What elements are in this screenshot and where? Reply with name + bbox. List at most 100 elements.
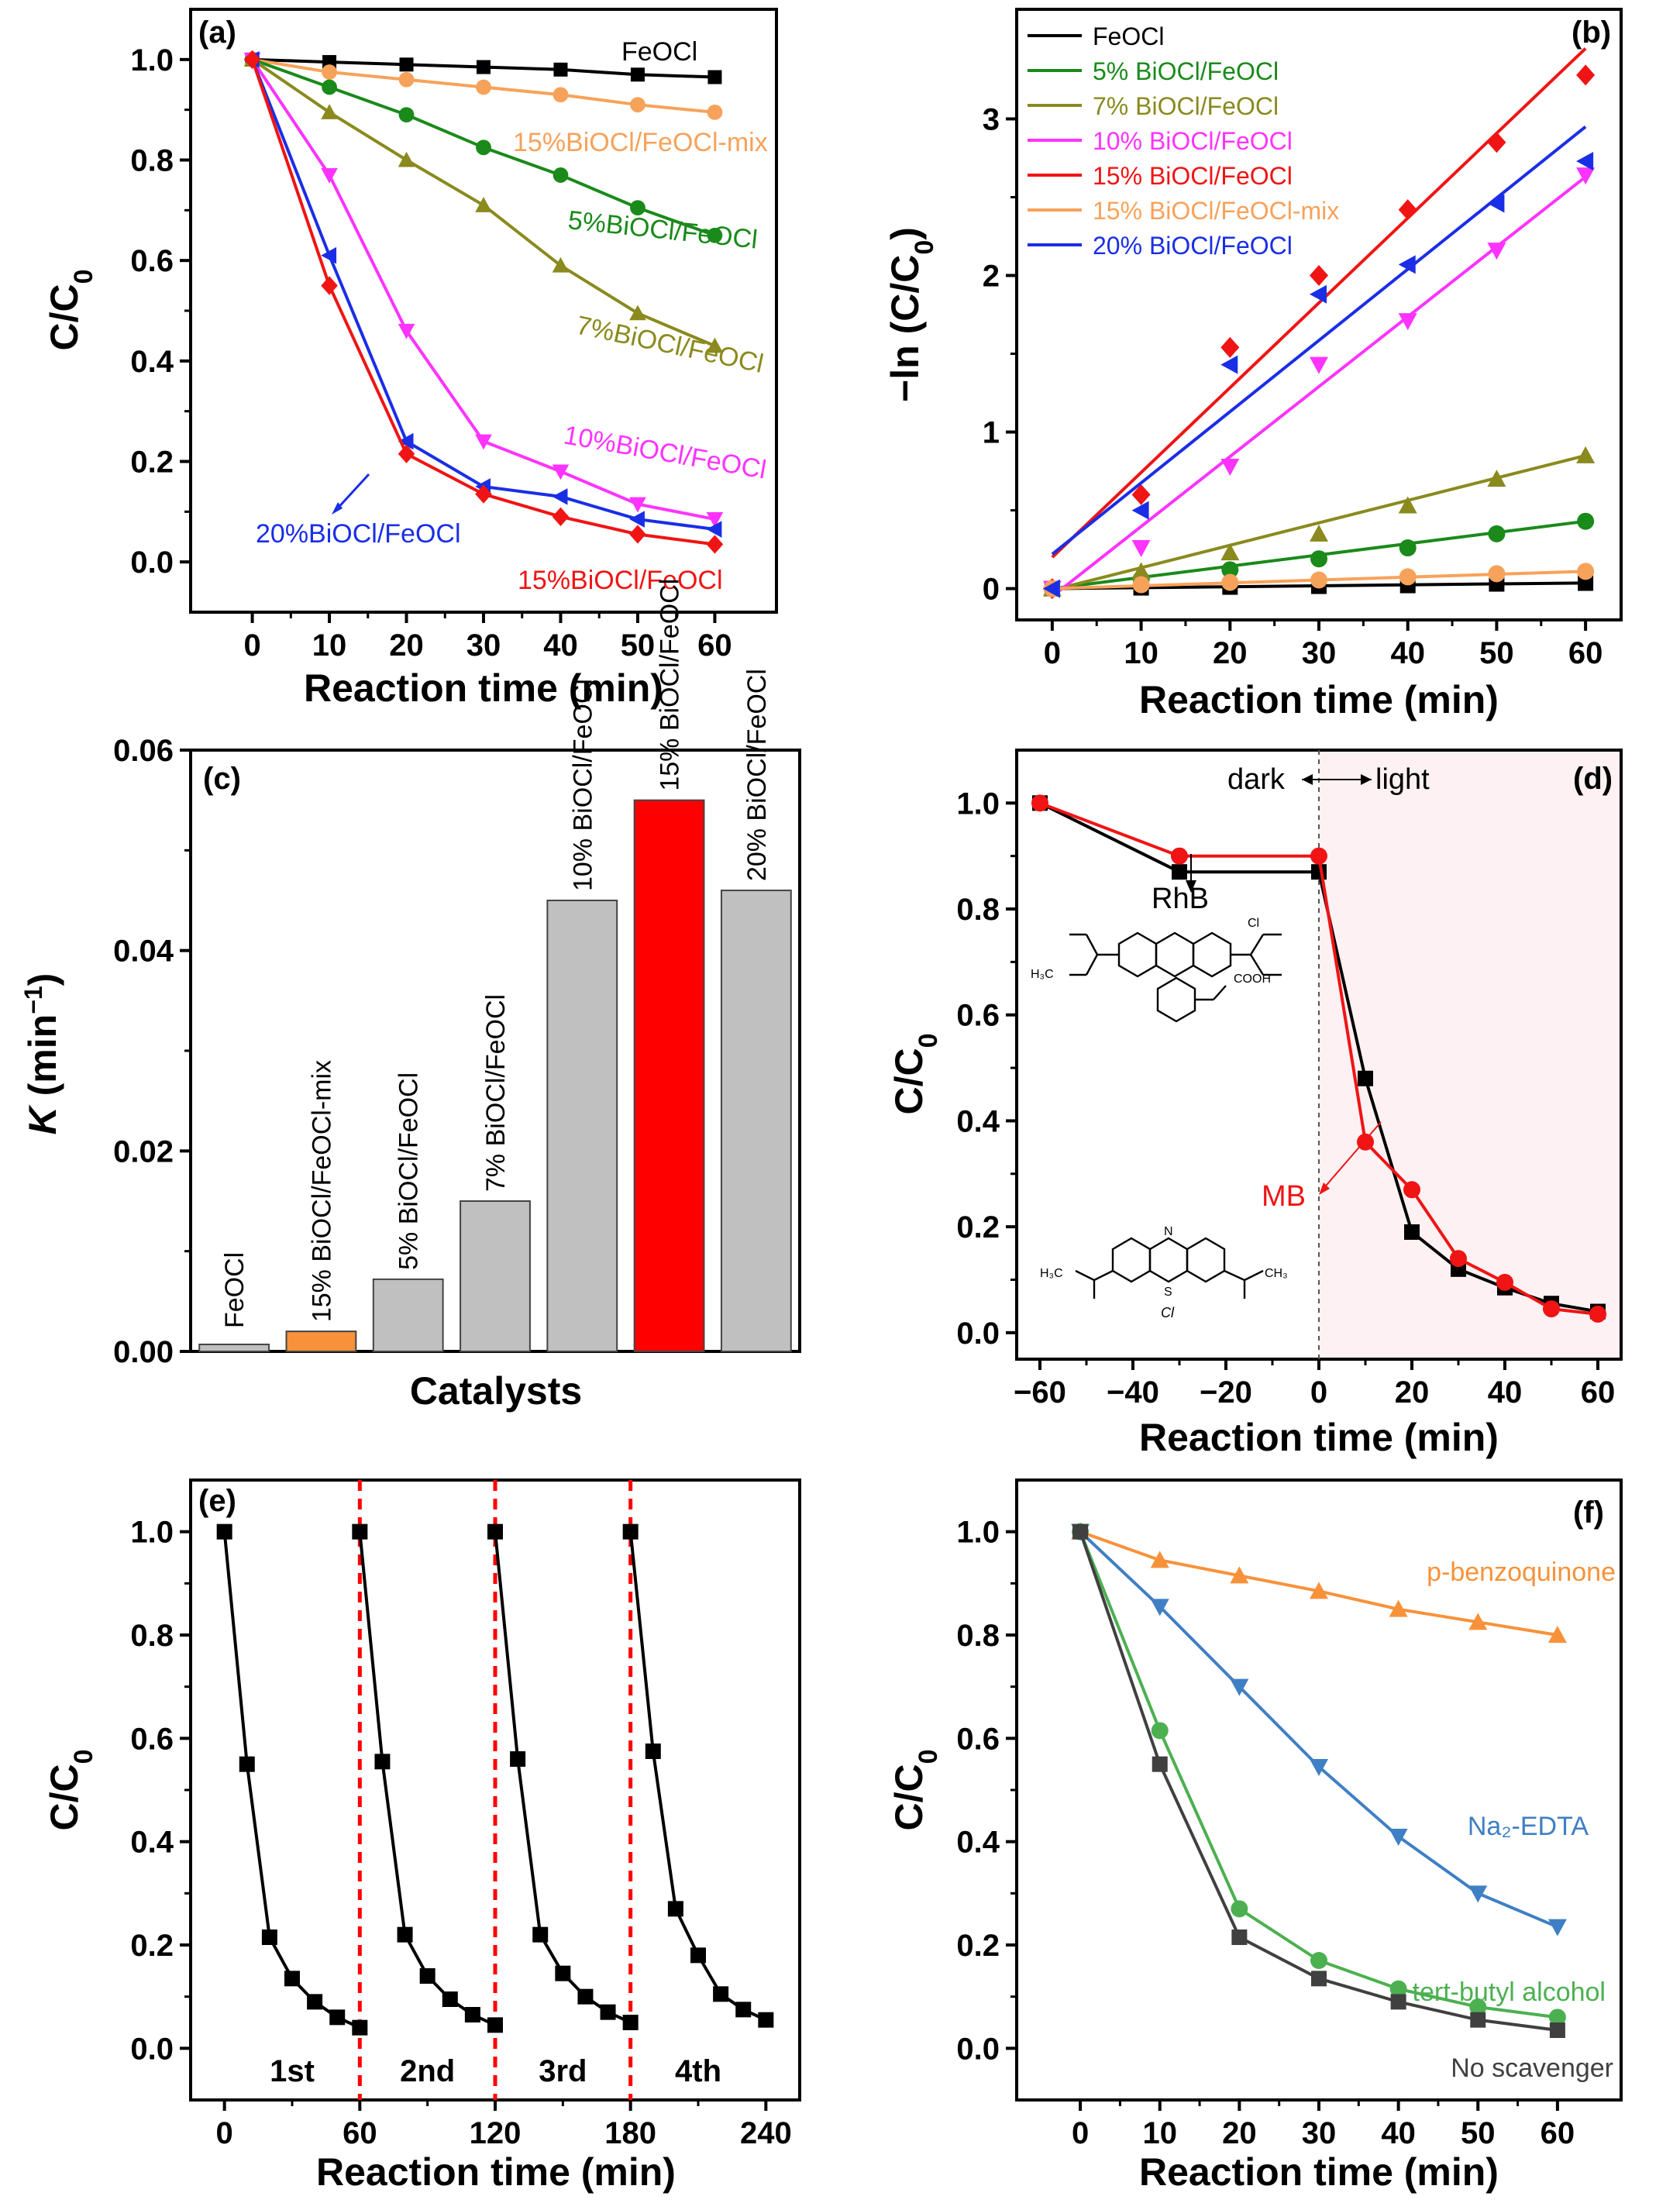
label-5pct: 5%BiOCl/FeOCl [566, 205, 759, 254]
data-point [1357, 1133, 1374, 1151]
data-point [1398, 496, 1417, 514]
data-point [1310, 356, 1328, 374]
data-point [1548, 2009, 1566, 2026]
data-point [629, 511, 645, 528]
data-point [321, 276, 338, 295]
bar-category-label: 5% BiOCl/FeOCl [394, 1072, 424, 1270]
data-point [1132, 576, 1150, 594]
x-tick-label: −60 [1014, 1375, 1066, 1410]
data-point [1221, 561, 1239, 579]
x-tick-label: 0 [1044, 636, 1061, 670]
data-point [622, 2015, 639, 2030]
data-point [352, 2019, 368, 2036]
panel-b: 0 10 20 30 40 50 60 0 1 2 3 FeOCl 5% BiOCl/FeOCl 7% … [883, 8, 1623, 721]
data-point [398, 71, 415, 88]
data-point [1468, 1885, 1488, 1903]
rhb-cooh: COOH [1234, 972, 1271, 986]
data-point [1576, 167, 1596, 185]
mb-h3c: H₃C [1040, 1267, 1063, 1280]
x-tick-label: 30 [466, 628, 501, 663]
x-tick-label: 50 [621, 628, 656, 663]
data-point [1150, 1599, 1169, 1616]
data-point [1470, 2012, 1486, 2028]
x-tick-label: 60 [1541, 2116, 1575, 2150]
data-point [1578, 575, 1594, 591]
panel-c-ylabel-rest: (min [21, 1014, 64, 1107]
data-point [1311, 1971, 1327, 1987]
panel-e-letter: (e) [198, 1484, 236, 1518]
label-na2-edta: Na₂-EDTA [1468, 1812, 1589, 1841]
panel-b-xlabel: Reaction time (min) [1139, 678, 1499, 721]
data-point [667, 1901, 683, 1917]
bar-category-label: 15% BiOCl/FeOCl [656, 579, 685, 791]
x-tick-label: 0 [1310, 1375, 1327, 1410]
data-point [1311, 864, 1327, 880]
panel-c-ylabel-end: ) [21, 973, 64, 986]
label-7pct: 7%BiOCl/FeOCl [573, 311, 766, 379]
y-tick-label: 0.02 [113, 1134, 174, 1169]
data-point [1398, 255, 1416, 274]
panel-e-ylabel: C/C0 [43, 1749, 98, 1830]
data-point [1220, 458, 1240, 476]
data-point [398, 432, 414, 450]
data-point [1042, 579, 1060, 598]
x-tick-label: 0 [243, 628, 260, 663]
y-tick-label: 0.0 [130, 546, 174, 580]
data-point [398, 151, 415, 167]
data-point [1131, 562, 1151, 580]
legend-label: 15% BiOCl/FeOCl [1093, 162, 1293, 190]
fit-line [1051, 125, 1587, 556]
y-tick-label: 3 [983, 102, 1000, 136]
annotation-light: light [1375, 763, 1430, 796]
data-point [552, 507, 570, 526]
bar-category-label: 7% BiOCl/FeOCl [481, 994, 511, 1192]
x-tick-label: 10 [1142, 2116, 1177, 2150]
data-point [1390, 1994, 1406, 2010]
panel-d-xlabel: Reaction time (min) [1139, 1416, 1499, 1459]
data-point [1310, 1952, 1327, 1969]
cycle-line [494, 1531, 632, 2024]
mb-label: MB [1262, 1180, 1306, 1213]
data-point [216, 1523, 232, 1540]
data-point [284, 1971, 300, 1987]
data-point [321, 167, 338, 184]
y-tick-label: 0.6 [130, 244, 174, 278]
x-tick-label: 20 [389, 628, 424, 663]
data-point [629, 497, 646, 513]
y-tick-label: 0.8 [130, 1619, 174, 1653]
panel-b-plot-area: 0 10 20 30 40 50 60 0 1 2 3 [983, 47, 1603, 670]
data-point [1577, 563, 1595, 580]
label-15-mix: 15%BiOCl/FeOCl-mix [513, 128, 768, 157]
data-point [630, 200, 645, 215]
y-tick-label: 0 [983, 573, 1000, 607]
data-point [1310, 1582, 1328, 1599]
data-point [1231, 1929, 1248, 1945]
data-point [1310, 847, 1327, 865]
x-tick-label: 120 [470, 2116, 522, 2150]
mb-s: S [1164, 1286, 1172, 1299]
cycle-line [628, 1531, 767, 2022]
legend-label: FeOCl [1093, 22, 1164, 50]
x-tick-label: 0 [1072, 2116, 1089, 2150]
y-tick-label: 0.4 [956, 1826, 1000, 1860]
data-point [1399, 539, 1417, 557]
bar-category-label: 20% BiOCl/FeOCl [742, 669, 772, 881]
data-point [1589, 1305, 1606, 1323]
x-tick-label: 20 [1222, 2116, 1257, 2150]
y-tick-label: 1.0 [956, 787, 1000, 821]
data-point [629, 305, 646, 321]
data-point [1230, 1678, 1249, 1696]
y-tick-label: 0.04 [113, 935, 174, 969]
data-point [329, 2009, 346, 2026]
data-point [321, 246, 337, 264]
data-point [1450, 1250, 1467, 1268]
rhb-cl: Cl [1248, 917, 1259, 930]
data-point [239, 1756, 255, 1772]
data-point [487, 1523, 503, 1540]
data-point [1220, 543, 1240, 561]
legend-label: 5% BiOCl/FeOCl [1093, 57, 1279, 85]
data-point [1469, 1998, 1487, 2016]
panel-f-ylabel: C/C0 [887, 1749, 943, 1830]
panel-c-ylabel: K (min−1) [19, 973, 64, 1135]
cycle-label: 1st [270, 2054, 315, 2088]
